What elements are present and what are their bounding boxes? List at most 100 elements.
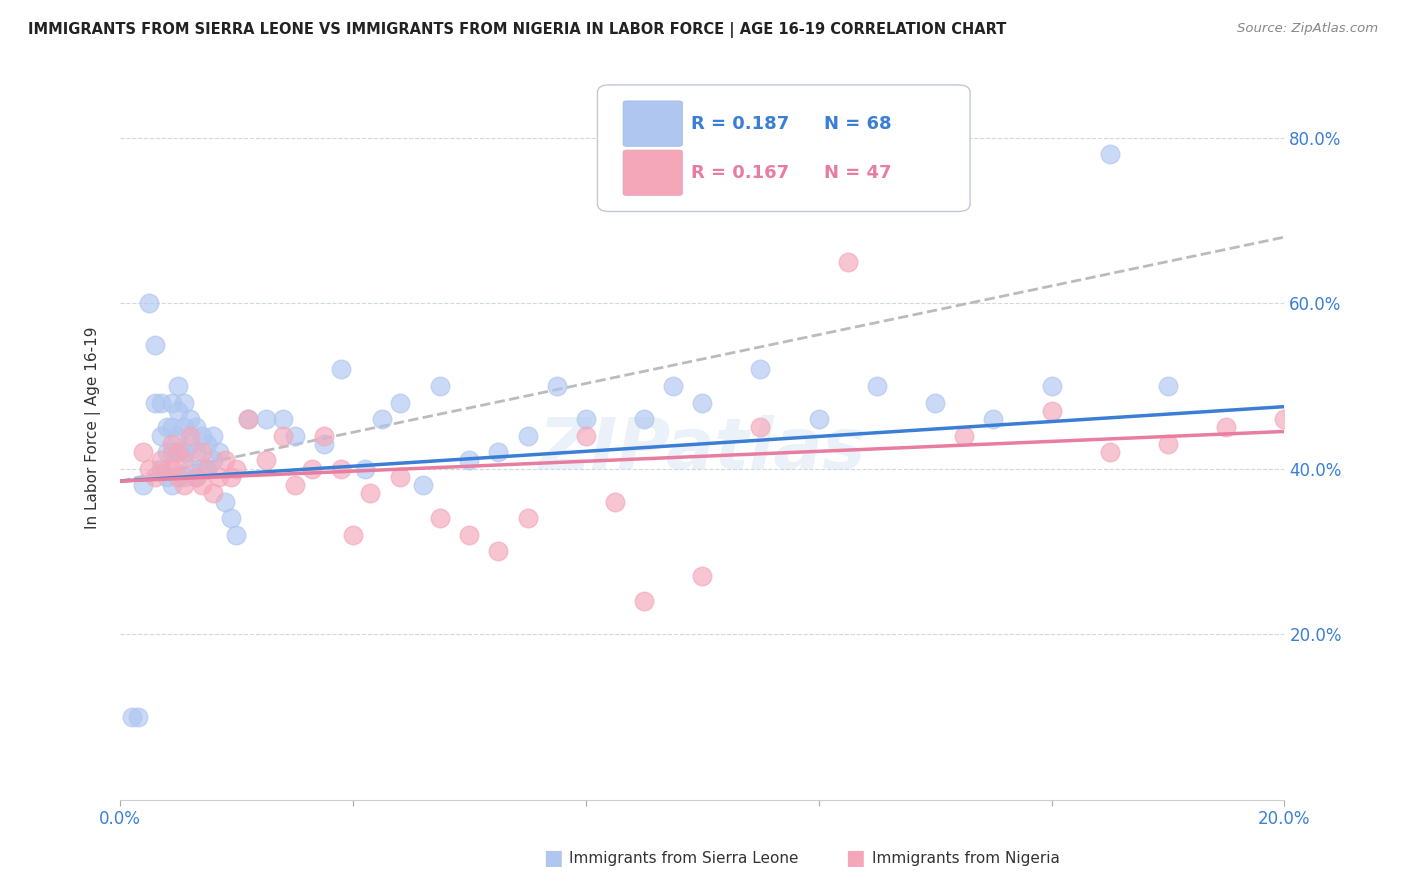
Point — [749, 420, 772, 434]
Point — [167, 428, 190, 442]
Point — [162, 395, 184, 409]
Text: N = 47: N = 47 — [824, 164, 891, 182]
Point — [1098, 147, 1121, 161]
Point — [127, 710, 149, 724]
Point — [225, 528, 247, 542]
Point — [138, 296, 160, 310]
Point — [179, 461, 201, 475]
Point — [236, 412, 259, 426]
Point — [190, 478, 212, 492]
Point — [132, 445, 155, 459]
Point — [837, 255, 859, 269]
Point — [488, 445, 510, 459]
Text: Source: ZipAtlas.com: Source: ZipAtlas.com — [1237, 22, 1378, 36]
Point — [371, 412, 394, 426]
Point — [359, 486, 381, 500]
Point — [342, 528, 364, 542]
Point — [173, 420, 195, 434]
Point — [195, 437, 218, 451]
Point — [167, 445, 190, 459]
Point — [953, 428, 976, 442]
Point — [254, 453, 277, 467]
Point — [1098, 445, 1121, 459]
Text: Immigrants from Sierra Leone: Immigrants from Sierra Leone — [569, 851, 799, 865]
Point — [184, 470, 207, 484]
Point — [866, 379, 889, 393]
Point — [1040, 404, 1063, 418]
Point — [162, 437, 184, 451]
Point — [301, 461, 323, 475]
Point — [633, 594, 655, 608]
Point — [330, 461, 353, 475]
Point — [149, 453, 172, 467]
Point — [132, 478, 155, 492]
Point — [167, 404, 190, 418]
Point — [429, 511, 451, 525]
Point — [412, 478, 434, 492]
Point — [143, 337, 166, 351]
Point — [458, 528, 481, 542]
Point — [173, 445, 195, 459]
Point — [271, 412, 294, 426]
Point — [236, 412, 259, 426]
FancyBboxPatch shape — [623, 150, 682, 195]
Point — [225, 461, 247, 475]
Point — [208, 470, 231, 484]
Point — [149, 461, 172, 475]
Point — [690, 569, 713, 583]
Point — [488, 544, 510, 558]
Text: R = 0.167: R = 0.167 — [690, 164, 789, 182]
Point — [190, 445, 212, 459]
Point — [458, 453, 481, 467]
Point — [284, 478, 307, 492]
Text: R = 0.187: R = 0.187 — [690, 115, 789, 133]
Point — [121, 710, 143, 724]
Point — [429, 379, 451, 393]
Point — [633, 412, 655, 426]
Point — [156, 420, 179, 434]
Text: N = 68: N = 68 — [824, 115, 893, 133]
Y-axis label: In Labor Force | Age 16-19: In Labor Force | Age 16-19 — [86, 326, 101, 529]
Text: ZIPatlas: ZIPatlas — [538, 415, 866, 484]
Point — [173, 470, 195, 484]
Point — [173, 453, 195, 467]
Point — [219, 470, 242, 484]
Point — [162, 461, 184, 475]
Point — [312, 428, 335, 442]
Point — [149, 428, 172, 442]
Point — [143, 470, 166, 484]
Point — [924, 395, 946, 409]
Text: ■: ■ — [543, 848, 562, 868]
Point — [312, 437, 335, 451]
Point — [271, 428, 294, 442]
Point — [1215, 420, 1237, 434]
Point — [284, 428, 307, 442]
Point — [214, 495, 236, 509]
Point — [167, 379, 190, 393]
Point — [202, 428, 225, 442]
Point — [1040, 379, 1063, 393]
Point — [190, 461, 212, 475]
Point — [156, 461, 179, 475]
Point — [208, 445, 231, 459]
FancyBboxPatch shape — [598, 85, 970, 211]
Point — [202, 453, 225, 467]
Point — [173, 395, 195, 409]
Point — [749, 362, 772, 376]
Point — [330, 362, 353, 376]
Point — [162, 445, 184, 459]
Point — [195, 461, 218, 475]
Point — [1274, 412, 1296, 426]
Point — [173, 478, 195, 492]
Point — [254, 412, 277, 426]
Point — [807, 412, 830, 426]
Point — [546, 379, 568, 393]
Point — [353, 461, 375, 475]
Point — [662, 379, 685, 393]
Point — [195, 461, 218, 475]
Point — [156, 470, 179, 484]
Point — [162, 478, 184, 492]
Point — [156, 445, 179, 459]
Point — [162, 420, 184, 434]
Point — [184, 470, 207, 484]
